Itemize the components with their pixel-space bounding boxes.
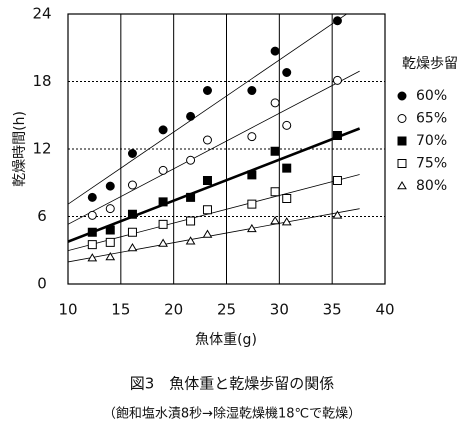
- point: [87, 210, 97, 220]
- trend-line: [68, 14, 348, 205]
- legend-label: 75%: [416, 156, 447, 172]
- y-tick-label: 6: [37, 207, 47, 225]
- x-tick-label: 20: [164, 301, 183, 319]
- point: [186, 111, 196, 121]
- point: [202, 229, 213, 238]
- trend-line: [68, 127, 361, 243]
- legend-label: 60%: [416, 88, 447, 104]
- point: [246, 223, 257, 233]
- point: [127, 227, 137, 237]
- point: [282, 194, 292, 203]
- legend-label: 70%: [416, 133, 447, 149]
- point: [105, 225, 115, 235]
- point: [282, 163, 292, 173]
- trend-line: [68, 174, 360, 252]
- point: [202, 135, 212, 145]
- point: [127, 180, 137, 190]
- x-tick-label: 40: [375, 301, 394, 319]
- legend-marker: [397, 159, 407, 168]
- legend-marker: [397, 136, 407, 146]
- point: [270, 146, 280, 156]
- x-tick-label: 15: [111, 301, 130, 319]
- point: [186, 192, 196, 202]
- point: [270, 46, 280, 56]
- y-tick-label: 12: [32, 140, 51, 158]
- point: [202, 176, 212, 185]
- point: [332, 75, 342, 85]
- point: [105, 181, 115, 191]
- point: [127, 149, 137, 158]
- point: [332, 131, 342, 140]
- y-tick-label: 24: [32, 5, 51, 23]
- point: [87, 240, 97, 250]
- point: [158, 238, 168, 247]
- x-tick-label: 10: [58, 301, 77, 319]
- legend-label: 80%: [416, 178, 447, 194]
- point: [247, 86, 257, 95]
- point: [127, 243, 138, 252]
- caption: 図3 魚体重と乾燥歩留の関係: [130, 375, 335, 393]
- plot-frame: [67, 13, 386, 285]
- y-tick-label: 18: [32, 72, 51, 90]
- point: [105, 204, 115, 214]
- point: [282, 68, 292, 77]
- point: [105, 252, 116, 261]
- point: [281, 217, 292, 226]
- point: [270, 98, 280, 108]
- point: [87, 192, 97, 202]
- legend-marker: [397, 91, 407, 101]
- point: [282, 120, 292, 130]
- point: [127, 209, 137, 219]
- point: [270, 216, 280, 225]
- legend-marker: [397, 181, 407, 190]
- point: [247, 170, 257, 180]
- trend-line: [68, 208, 360, 263]
- point: [247, 132, 257, 142]
- point: [185, 236, 196, 245]
- y-tick-label: 0: [37, 275, 47, 293]
- trend-line: [68, 70, 360, 225]
- x-tick-label: 35: [323, 301, 342, 319]
- legend-label: 65%: [416, 111, 447, 127]
- point: [270, 187, 280, 197]
- point: [186, 216, 196, 226]
- point: [332, 16, 342, 26]
- legend-marker: [397, 114, 407, 123]
- point: [202, 86, 212, 95]
- point: [332, 176, 342, 185]
- point: [332, 210, 343, 219]
- point: [202, 205, 212, 215]
- x-axis-label: 魚体重(g): [195, 332, 257, 348]
- point: [158, 219, 168, 229]
- x-tick-label: 25: [217, 301, 236, 319]
- point: [158, 197, 168, 207]
- point: [105, 237, 115, 247]
- point: [247, 199, 257, 209]
- legend-title: 乾燥歩留: [402, 56, 458, 72]
- subcaption: （飽和塩水漬8秒→除湿乾燥機18℃で乾燥）: [103, 407, 361, 422]
- point: [87, 253, 98, 262]
- point: [87, 227, 97, 237]
- x-tick-label: 30: [270, 301, 289, 319]
- y-axis-label: 乾燥時間(h): [12, 111, 28, 187]
- point: [158, 125, 168, 135]
- point: [186, 155, 196, 165]
- point: [158, 165, 168, 175]
